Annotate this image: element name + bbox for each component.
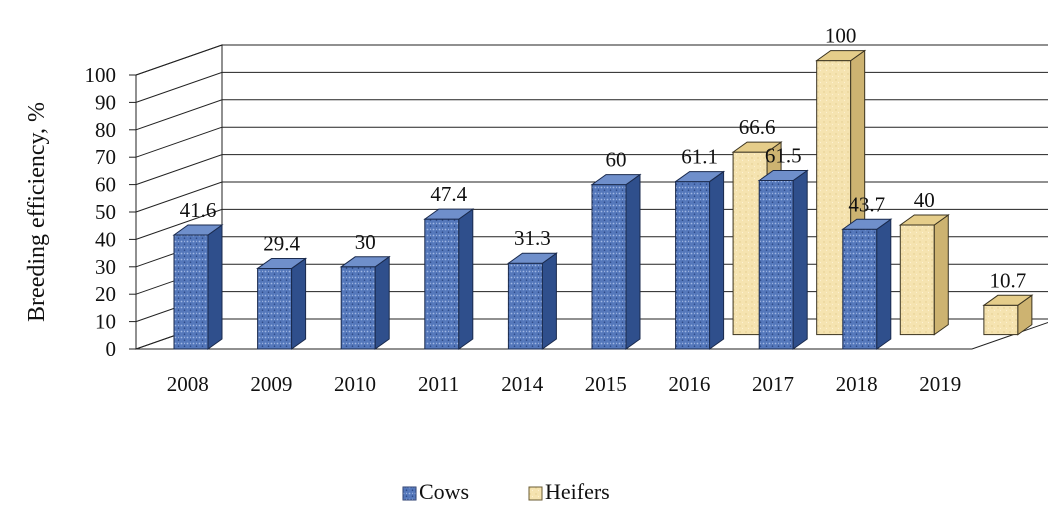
- legend-label-heifers: Heifers: [545, 479, 610, 504]
- x-tick-label: 2010: [334, 372, 376, 396]
- bar-cows-2014: [506, 252, 558, 350]
- y-tick-label: 100: [85, 63, 117, 87]
- data-label-heifers-2019: 10.7: [990, 268, 1027, 292]
- data-label-cows-2014: 31.3: [514, 226, 551, 250]
- bars: [172, 49, 1034, 350]
- gridline: [135, 99, 1048, 131]
- gridline: [135, 126, 1048, 158]
- data-label-cows-2016: 61.1: [681, 145, 718, 169]
- data-label-cows-2017: 61.5: [765, 143, 802, 167]
- bar-cows-2011: [423, 208, 475, 350]
- bar-heifers-2018: [898, 214, 950, 336]
- data-label-heifers-2017: 100: [825, 24, 857, 48]
- y-tick-label: 50: [95, 200, 116, 224]
- y-tick-label: 90: [95, 90, 116, 114]
- x-tick-label: 2008: [167, 372, 209, 396]
- y-tick-label: 40: [95, 227, 116, 251]
- bar-cows-2016: [674, 170, 726, 350]
- y-tick-label: 80: [95, 118, 116, 142]
- x-tick-label: 2017: [752, 372, 794, 396]
- x-tick-label: 2016: [668, 372, 710, 396]
- data-label-cows-2010: 30: [355, 230, 376, 254]
- legend: Cows Heifers: [402, 479, 610, 504]
- data-label-cows-2015: 60: [606, 148, 627, 172]
- y-tick-label: 70: [95, 145, 116, 169]
- data-labels: 66.6 100 40 10.7 41.6 29.4 30 47.4 31.3 60 61.1 61.…: [180, 24, 1027, 293]
- x-tick-label: 2011: [418, 372, 459, 396]
- bar-cows-2008: [172, 224, 224, 350]
- x-tick-label: 2014: [501, 372, 544, 396]
- data-label-cows-2011: 47.4: [430, 182, 467, 206]
- bar-cows-2018: [841, 218, 893, 350]
- x-tick-label: 2019: [919, 372, 961, 396]
- data-label-cows-2009: 29.4: [263, 231, 300, 255]
- x-tick-label: 2015: [585, 372, 627, 396]
- legend-label-cows: Cows: [419, 479, 469, 504]
- x-axis: 2008 2009 2010 2011 2014 2015 2016 2017 2018 2019: [167, 372, 961, 396]
- y-tick-label: 10: [95, 310, 116, 334]
- gridline: [135, 71, 1048, 103]
- legend-swatch-heifers: [528, 486, 543, 501]
- y-axis: 0 10 20 30 40 50 60 70 80 90 100: [85, 63, 137, 361]
- data-label-cows-2008: 41.6: [180, 198, 217, 222]
- data-label-heifers-2018: 40: [914, 188, 935, 212]
- x-tick-label: 2009: [250, 372, 292, 396]
- data-label-heifers-2016: 66.6: [739, 115, 776, 139]
- bar-cows-2009: [256, 257, 308, 350]
- bar-cows-2017: [757, 169, 809, 350]
- y-tick-label: 0: [106, 337, 117, 361]
- y-tick-label: 60: [95, 173, 116, 197]
- data-label-cows-2018: 43.7: [848, 192, 885, 216]
- bar-heifers-2019: [982, 294, 1034, 336]
- legend-swatch-cows: [402, 486, 417, 501]
- y-tick-label: 20: [95, 282, 116, 306]
- gridline: [135, 154, 1048, 186]
- gridline: [135, 44, 1048, 76]
- bar-cows-2015: [590, 173, 642, 350]
- y-tick-label: 30: [95, 255, 116, 279]
- x-tick-label: 2018: [836, 372, 878, 396]
- y-axis-title: Breeding efficiency, %: [24, 102, 50, 322]
- bar-cows-2010: [339, 255, 391, 350]
